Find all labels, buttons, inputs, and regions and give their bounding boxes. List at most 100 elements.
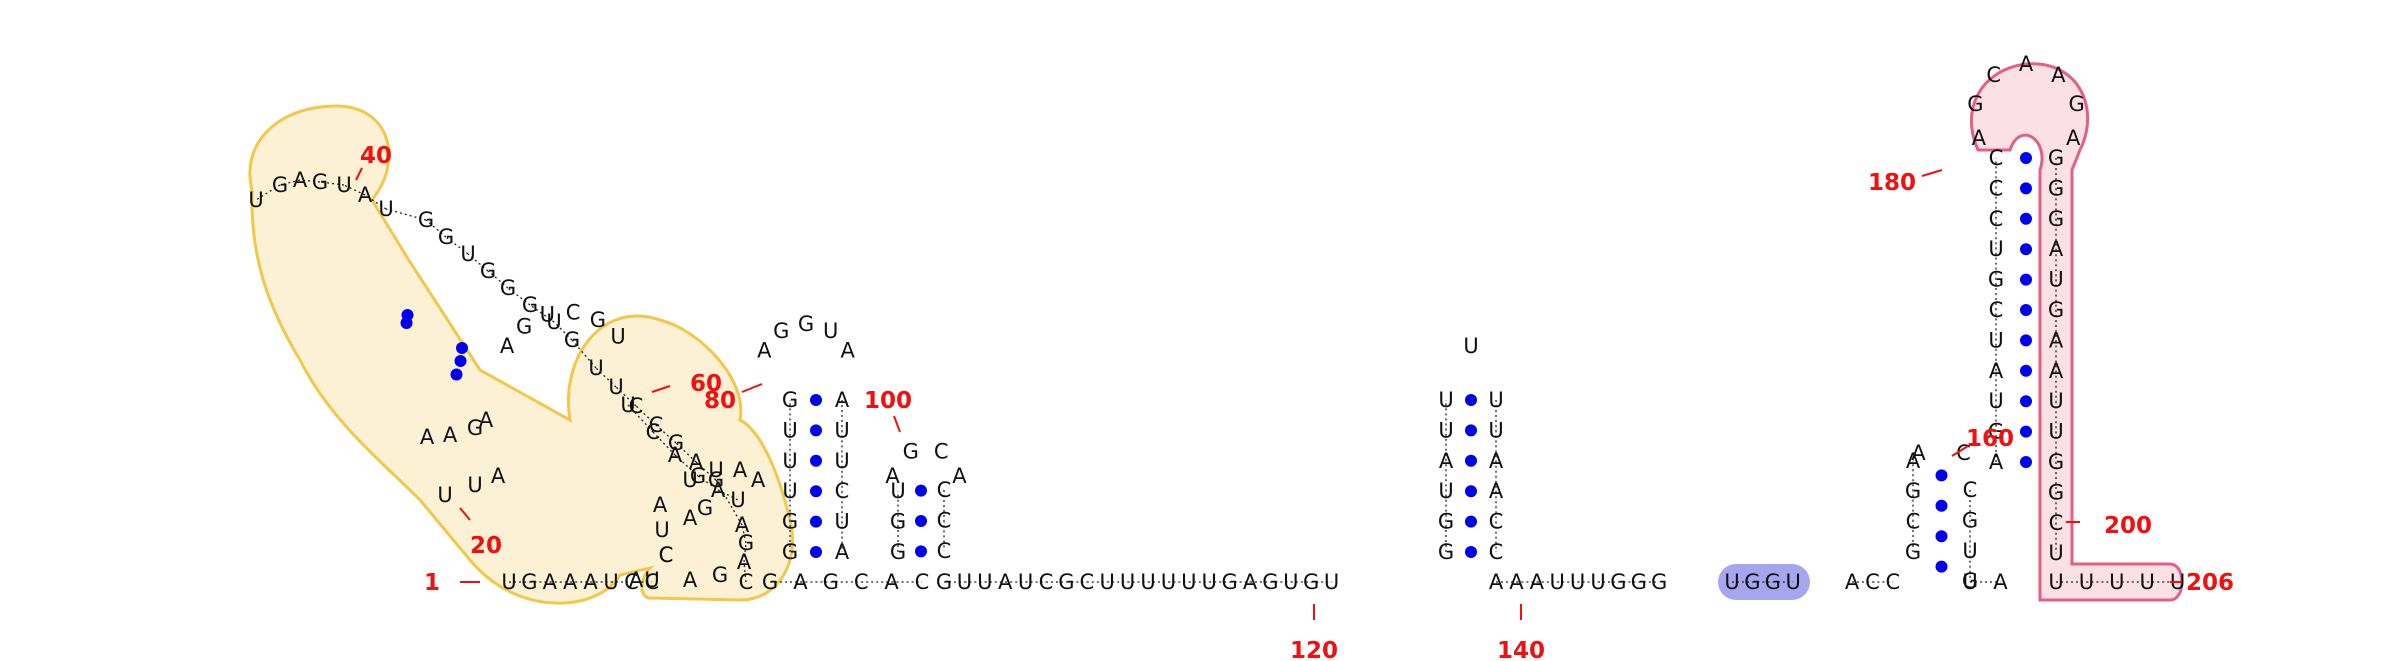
nt-stem-100-loop: A xyxy=(952,464,967,488)
nt-small-loop: A xyxy=(751,468,766,492)
region-pink xyxy=(1969,62,2184,602)
nt-stem-180-right: A xyxy=(2049,237,2064,261)
nt-hairpin-outer: G xyxy=(522,293,538,317)
backbone-bond xyxy=(571,339,597,369)
position-number-160: 160 xyxy=(1966,426,2014,452)
nt-stem-180-left: A xyxy=(1989,359,2004,383)
nt-baseline: U xyxy=(977,570,992,594)
position-tick xyxy=(893,415,901,433)
nt-stem-180-loop: A xyxy=(1972,126,1987,150)
nt-baseline: A xyxy=(884,570,899,594)
nt-stem-140-left: A xyxy=(1439,449,1454,473)
nt-baseline: C xyxy=(1079,570,1094,594)
base-pair-dot xyxy=(2020,364,2032,377)
nt-stem-100-loop: A xyxy=(885,464,900,488)
base-pair-dot xyxy=(2020,425,2032,438)
backbone-bond xyxy=(467,253,489,272)
backbone-bond xyxy=(385,208,427,221)
nt-baseline: U xyxy=(1590,570,1605,594)
nt-stem-140-left: U xyxy=(1438,418,1453,442)
nt-stem-140-left: G xyxy=(1438,510,1454,534)
nt-hairpin-outer: U xyxy=(608,375,623,399)
nt-stem-180-right: C xyxy=(2049,511,2064,535)
nt-hairpin-inner: A xyxy=(479,408,494,432)
nt-hairpin-outer: U xyxy=(248,188,263,212)
nt-blue-highlight: U xyxy=(1786,570,1801,594)
position-tick xyxy=(459,507,471,521)
position-tick xyxy=(651,385,671,393)
nt-baseline: G xyxy=(1651,570,1667,594)
base-pair-dot xyxy=(454,355,467,367)
base-pair-dot xyxy=(401,309,414,321)
nt-baseline: U xyxy=(957,570,972,594)
nt-stem-180-left: C xyxy=(1989,298,2004,322)
base-pair-dot xyxy=(456,342,468,354)
nt-hairpin-outer: G xyxy=(480,259,496,283)
nt-stem-80-left: G xyxy=(782,540,798,564)
nt-stem-180-left: G xyxy=(1988,268,2004,292)
position-number-100: 100 xyxy=(864,388,912,414)
nt-baseline: U xyxy=(1161,570,1176,594)
base-pair-dot xyxy=(2020,243,2032,256)
nt-hairpin-outer: A xyxy=(737,550,752,574)
nt-stem-100-loop: C xyxy=(934,440,949,464)
nt-small-loop: U xyxy=(708,458,723,482)
backbone-bond xyxy=(319,181,345,186)
nt-baseline: C xyxy=(1885,570,1900,594)
nt-baseline: A xyxy=(1530,570,1545,594)
nt-stem-180-loop: A xyxy=(2019,52,2034,76)
nt-baseline: U xyxy=(1140,570,1155,594)
nt-hairpin-outer: U xyxy=(336,173,351,197)
nt-descending: A xyxy=(711,478,726,502)
nt-baseline: A xyxy=(1489,570,1504,594)
base-pair-dot xyxy=(1935,469,1948,482)
base-pair-dot xyxy=(2020,212,2032,225)
nt-baseline: U xyxy=(1550,570,1565,594)
nt-stem-100-right: C xyxy=(937,539,952,563)
nt-stem-80-left: U xyxy=(782,449,797,473)
nt-hairpin-outer: G xyxy=(668,431,684,455)
nt-stem-80-right: A xyxy=(835,540,850,564)
base-pair-dot xyxy=(2020,273,2032,286)
backbone-bond xyxy=(299,179,321,183)
position-tick xyxy=(355,167,363,181)
nt-baseline: A xyxy=(998,570,1013,594)
nt-hairpin-outer: U xyxy=(546,310,561,334)
nt-hairpin-outer: G xyxy=(500,276,516,300)
nt-descending: A xyxy=(668,443,683,467)
nt-hairpin-outer: G xyxy=(738,531,754,555)
nt-hairpin-outer: U xyxy=(588,356,603,380)
nt-hairpin-inner: U xyxy=(437,483,452,507)
nt-stem-160-right: G xyxy=(1962,508,1978,532)
nt-stem-180-right: G xyxy=(2048,298,2064,322)
nt-stem-180-left: C xyxy=(1989,176,2004,200)
nt-baseline: G xyxy=(1058,570,1074,594)
nt-descending: C xyxy=(646,420,661,444)
nt-baseline: A xyxy=(1845,570,1860,594)
nt-hairpin-inner: A xyxy=(420,425,435,449)
backbone-bond xyxy=(627,404,654,433)
nt-stem-140-left: U xyxy=(1438,479,1453,503)
nt-stem-140-right: C xyxy=(1489,540,1504,564)
nt-stem-140-right: A xyxy=(1489,449,1504,473)
nt-baseline: U xyxy=(1570,570,1585,594)
nt-stem-160-left: A xyxy=(1906,449,1921,473)
nt-stem-160-left: G xyxy=(1905,540,1921,564)
nt-stem-140-loop: U xyxy=(1463,334,1478,358)
backbone-bond xyxy=(743,542,747,563)
backbone-bond xyxy=(279,179,301,186)
nt-stem-180-loop: G xyxy=(2068,92,2084,116)
nt-stem-180-loop: G xyxy=(1967,92,1983,116)
nt-baseline: U xyxy=(1283,570,1298,594)
nt-stem-180-left: U xyxy=(1988,237,2003,261)
nt-stem-80-right: C xyxy=(835,479,850,503)
nt-stem-100-left: G xyxy=(890,510,906,534)
nt-descending: U xyxy=(730,488,745,512)
backbone-bond xyxy=(741,524,747,544)
position-number-200: 200 xyxy=(2104,513,2152,539)
nt-stem-100-right: C xyxy=(937,478,952,502)
base-pair-dot xyxy=(2020,182,2032,195)
nt-baseline: C xyxy=(854,570,869,594)
nt-baseline: G xyxy=(1631,570,1647,594)
nt-blue-highlight: U xyxy=(1724,570,1739,594)
